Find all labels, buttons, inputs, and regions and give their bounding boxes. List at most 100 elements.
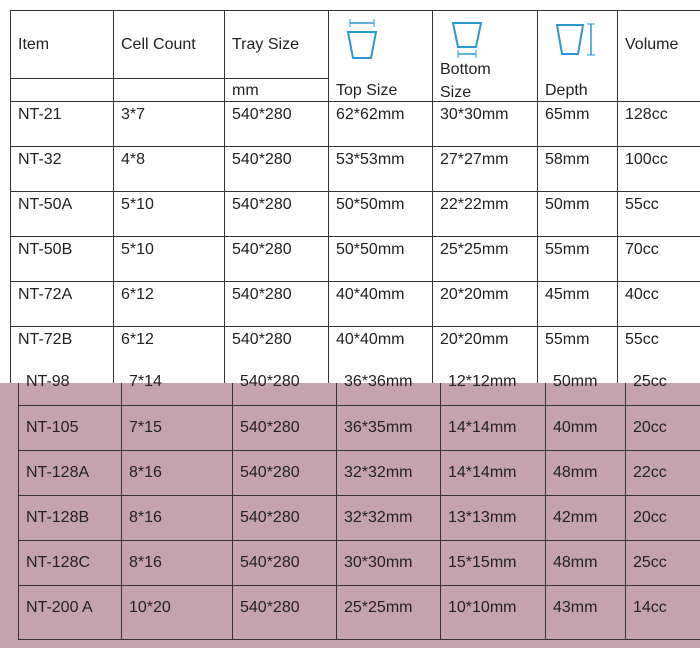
table-cell: 22*22mm — [440, 196, 509, 213]
grid-line — [10, 101, 700, 102]
table-cell: 55mm — [545, 331, 590, 348]
table-cell: 36*35mm — [344, 419, 413, 436]
table-cell: 20cc — [633, 419, 667, 436]
table-cell: 10*20 — [129, 599, 171, 616]
table-cell: 8*16 — [129, 464, 162, 481]
header-tray-unit: mm — [232, 82, 259, 99]
table-cell: 53*53mm — [336, 151, 405, 168]
table-cell: 6*12 — [121, 331, 154, 348]
table-cell: 15*15mm — [448, 554, 517, 571]
table-cell: 8*16 — [129, 554, 162, 571]
table-cell: 540*280 — [232, 196, 292, 213]
table-cell: 43mm — [553, 599, 598, 616]
grid-line — [18, 495, 700, 496]
table-cell: 6*12 — [121, 286, 154, 303]
table-cell: 25cc — [633, 554, 667, 571]
grid-line — [18, 540, 700, 541]
table-cell: 540*280 — [232, 151, 292, 168]
grid-line — [18, 639, 700, 640]
table-cell: 27*27mm — [440, 151, 509, 168]
grid-line — [232, 383, 233, 640]
highlight-band — [0, 383, 700, 648]
table-cell: 540*280 — [240, 464, 300, 481]
table-cell: 30*30mm — [344, 554, 413, 571]
grid-line — [10, 146, 700, 147]
table-cell: 58mm — [545, 151, 590, 168]
grid-line — [18, 405, 700, 406]
table-cell: 8*16 — [129, 509, 162, 526]
grid-line — [440, 383, 441, 640]
grid-line — [10, 191, 700, 192]
table-cell: 25cc — [633, 373, 667, 390]
grid-line — [18, 450, 700, 451]
table-cell: NT-72B — [18, 331, 73, 348]
table-cell: 14*14mm — [448, 419, 517, 436]
table-cell: 36*36mm — [344, 373, 413, 390]
grid-line — [328, 10, 329, 383]
table-cell: 7*14 — [129, 373, 162, 390]
table-cell: NT-128C — [26, 554, 91, 571]
table-cell: 540*280 — [240, 419, 300, 436]
grid-line — [432, 10, 433, 383]
grid-line — [18, 383, 19, 640]
grid-line — [10, 10, 700, 11]
table-cell: NT-21 — [18, 106, 62, 123]
table-cell: 540*280 — [232, 331, 292, 348]
grid-line — [10, 78, 328, 79]
table-cell: 45mm — [545, 286, 590, 303]
table-cell: 40*40mm — [336, 286, 405, 303]
table-cell: 55cc — [625, 331, 659, 348]
table-cell: 3*7 — [121, 106, 146, 123]
grid-line — [617, 10, 618, 383]
table-cell: 50*50mm — [336, 241, 405, 258]
table-cell: 20cc — [633, 509, 667, 526]
table-cell: 540*280 — [232, 241, 292, 258]
table-cell: 128cc — [625, 106, 668, 123]
table-cell: 4*8 — [121, 151, 146, 168]
table-cell: 14cc — [633, 599, 667, 616]
table-cell: 32*32mm — [344, 509, 413, 526]
table-cell: 70cc — [625, 241, 659, 258]
header-top-size: Top Size — [336, 82, 398, 99]
table-cell: 540*280 — [240, 509, 300, 526]
table-cell: 55mm — [545, 241, 590, 258]
table-cell: NT-128B — [26, 509, 90, 526]
table-cell: 25*25mm — [440, 241, 509, 258]
table-cell: 5*10 — [121, 196, 154, 213]
table-cell: NT-200 A — [26, 599, 93, 616]
table-cell: 40cc — [625, 286, 659, 303]
grid-line — [10, 326, 700, 327]
header-tray-size: Tray Size — [232, 36, 299, 53]
table-cell: 30*30mm — [440, 106, 509, 123]
grid-line — [336, 383, 337, 640]
grid-line — [10, 236, 700, 237]
grid-line — [545, 383, 546, 640]
table-cell: 10*10mm — [448, 599, 517, 616]
table-cell: 20*20mm — [440, 286, 509, 303]
table-cell: 100cc — [625, 151, 668, 168]
grid-line — [10, 10, 11, 383]
top-size-icon — [346, 19, 378, 59]
table-cell: 13*13mm — [448, 509, 517, 526]
table-cell: 55cc — [625, 196, 659, 213]
table-cell: 32*32mm — [344, 464, 413, 481]
header-volume: Volume — [625, 36, 679, 53]
grid-line — [625, 383, 626, 640]
table-cell: 20*20mm — [440, 331, 509, 348]
table-cell: 40*40mm — [336, 331, 405, 348]
grid-line — [537, 10, 538, 383]
table-cell: NT-50B — [18, 241, 73, 258]
table-cell: 540*280 — [232, 106, 292, 123]
table-cell: 540*280 — [240, 599, 300, 616]
header-depth: Depth — [545, 82, 588, 99]
table-cell: 14*14mm — [448, 464, 517, 481]
table-cell: 50mm — [553, 373, 598, 390]
table-cell: 48mm — [553, 464, 598, 481]
table-cell: 7*15 — [129, 419, 162, 436]
grid-line — [18, 585, 700, 586]
grid-line — [113, 10, 114, 383]
table-cell: NT-128A — [26, 464, 90, 481]
table-cell: 50mm — [545, 196, 590, 213]
table-cell: 42mm — [553, 509, 598, 526]
